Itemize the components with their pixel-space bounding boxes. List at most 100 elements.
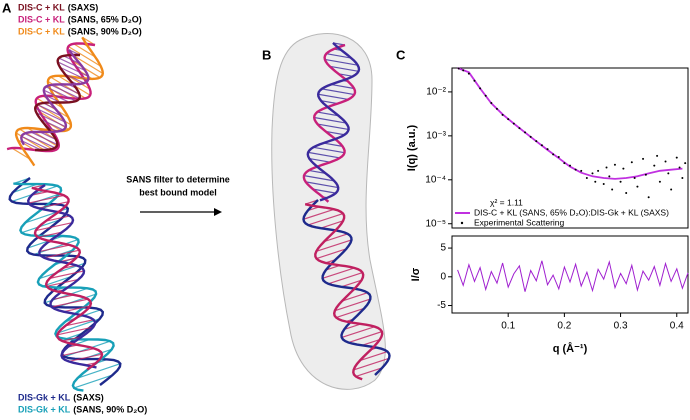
data-point	[664, 160, 667, 163]
rung	[43, 89, 70, 103]
rung	[63, 305, 91, 313]
rung	[341, 326, 375, 339]
rung	[44, 249, 80, 259]
rung	[316, 248, 347, 260]
legend-detail: (SANS, 90% D₂O)	[73, 404, 147, 414]
data-point	[557, 156, 560, 159]
strand	[304, 203, 384, 381]
data-point	[479, 87, 482, 90]
rung	[51, 298, 89, 308]
rung	[38, 231, 63, 238]
x-tick-label: 0.2	[557, 321, 571, 332]
rung	[36, 112, 67, 128]
legend-name: DIS-C + KL	[18, 2, 65, 12]
data-point	[622, 167, 625, 170]
rung	[39, 244, 70, 253]
y-tick-label: 10⁻³	[426, 130, 446, 141]
y-tick-label: 0	[440, 271, 446, 282]
rung	[326, 53, 352, 59]
rung	[317, 111, 339, 117]
legend-swatch	[460, 221, 464, 225]
rung	[33, 239, 79, 256]
rung	[321, 88, 355, 96]
data-point	[667, 172, 670, 175]
data-point	[681, 176, 684, 179]
data-point	[619, 180, 622, 183]
legend-name: DIS-Gk + KL	[18, 404, 71, 414]
rung	[45, 215, 71, 222]
rung	[312, 188, 336, 194]
data-point	[490, 101, 493, 104]
data-point	[642, 157, 645, 160]
legend-label: DIS-C + KL (SANS, 65% D₂O):DIS-Gk + KL (…	[474, 207, 669, 217]
y-axis-label: I(q) (a.u.)	[406, 124, 418, 171]
rung	[21, 135, 50, 151]
data-point	[605, 166, 608, 169]
rung	[325, 130, 345, 136]
rung	[309, 157, 331, 163]
rung	[61, 347, 95, 357]
rung	[24, 132, 56, 149]
data-point	[467, 72, 470, 75]
rung	[359, 351, 388, 362]
strand	[31, 186, 104, 371]
data-point	[647, 196, 650, 199]
strand	[306, 42, 361, 202]
rung	[348, 331, 383, 344]
rung	[313, 146, 345, 154]
data-point	[552, 153, 555, 156]
x-tick-label: 0.1	[501, 321, 515, 332]
rung	[316, 239, 352, 252]
rung	[65, 319, 94, 327]
rung	[320, 100, 338, 105]
data-point	[473, 79, 476, 82]
rung	[62, 336, 82, 342]
rung	[330, 83, 355, 90]
data-point	[507, 118, 510, 121]
data-point	[512, 122, 515, 125]
strand	[302, 43, 357, 203]
data-point	[594, 180, 597, 183]
rung	[343, 323, 362, 330]
data-point	[484, 94, 487, 97]
data-point	[457, 67, 460, 70]
data-point	[653, 164, 656, 167]
data-point	[602, 183, 605, 186]
data-point	[540, 144, 543, 147]
rung	[64, 340, 111, 358]
rung	[63, 55, 81, 65]
rung	[68, 45, 102, 67]
legend-detail: (SAXS)	[68, 2, 99, 12]
data-point	[597, 169, 600, 172]
data-point	[613, 163, 616, 166]
y-tick-label: 10⁻⁴	[425, 174, 446, 185]
strand	[8, 177, 122, 386]
rung	[30, 131, 58, 146]
data-point	[678, 166, 681, 169]
rung	[68, 353, 103, 363]
data-point	[546, 148, 549, 151]
rung	[55, 318, 100, 335]
rung	[58, 83, 80, 95]
rung	[323, 142, 343, 147]
y-axis-label: I/σ	[410, 267, 422, 281]
rung	[322, 267, 355, 279]
rung	[341, 292, 368, 302]
legend-detail: (SAXS)	[73, 392, 104, 402]
data-point	[574, 168, 577, 171]
data-point	[636, 185, 639, 188]
data-point	[684, 162, 687, 165]
legend-detail: (SANS, 90% D₂O)	[68, 26, 142, 36]
rung	[46, 278, 79, 287]
data-point	[670, 188, 673, 191]
rung	[49, 270, 85, 279]
rung	[355, 367, 383, 377]
arrow-text: SANS filter to determine	[126, 174, 230, 184]
data-point	[625, 192, 628, 195]
legend-detail: (SANS, 65% D₂O)	[68, 14, 142, 24]
strand	[33, 53, 82, 152]
rung	[39, 131, 57, 141]
annotation: χ² = 1.11	[490, 197, 523, 207]
legend-name: DIS-Gk + KL	[18, 392, 71, 402]
data-line	[457, 260, 689, 293]
